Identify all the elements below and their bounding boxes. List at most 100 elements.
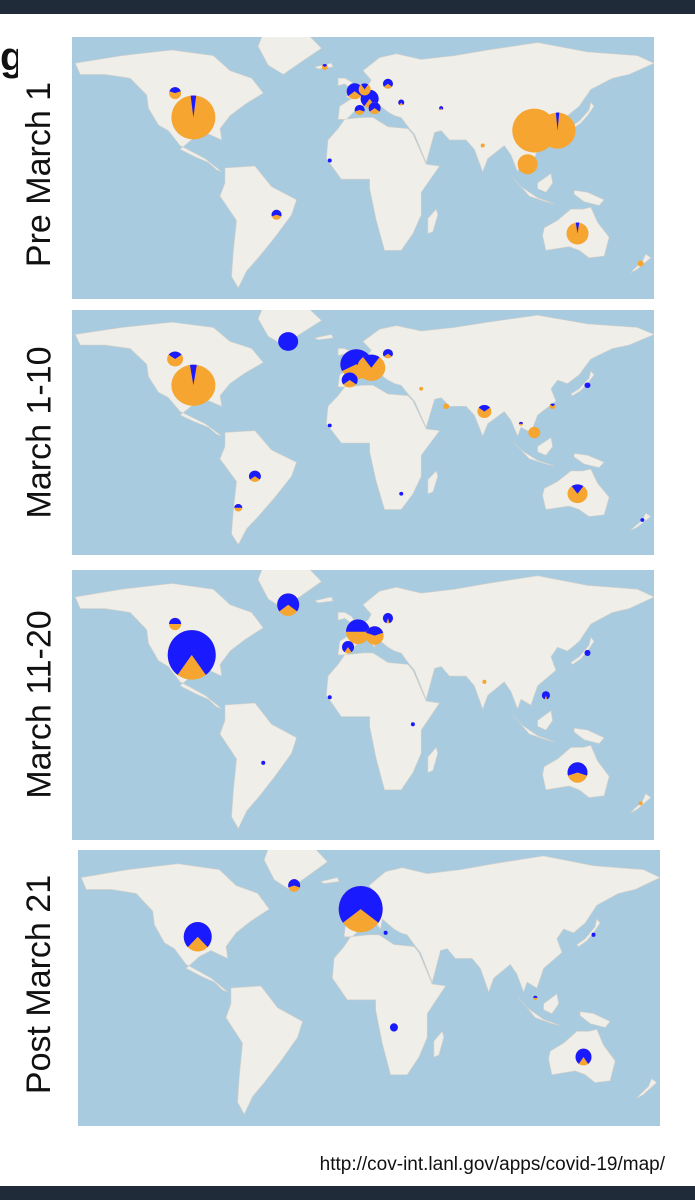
pie-marker[interactable] <box>288 879 301 892</box>
pie-marker[interactable] <box>248 470 261 482</box>
pie-marker[interactable] <box>169 87 182 100</box>
landmass <box>537 173 553 193</box>
pie-marker[interactable] <box>278 332 299 351</box>
pie-slice <box>443 403 450 410</box>
pie-slice-blue <box>398 99 405 105</box>
pie-slice-blue <box>183 921 212 948</box>
pie-marker[interactable] <box>477 404 492 419</box>
pie-marker[interactable] <box>575 1048 592 1066</box>
pie-marker[interactable] <box>410 722 415 727</box>
pie-marker[interactable] <box>389 1023 398 1032</box>
landmass <box>326 117 441 251</box>
pie-marker[interactable] <box>638 801 643 806</box>
pie-marker[interactable] <box>567 484 588 504</box>
landmass <box>579 1011 611 1028</box>
landmass <box>74 583 264 710</box>
pie-marker[interactable] <box>567 762 588 783</box>
map-panel-post-march-21 <box>78 850 660 1126</box>
pie-markers <box>167 593 643 806</box>
pie-marker[interactable] <box>439 106 444 111</box>
pie-marker[interactable] <box>277 593 300 617</box>
pie-marker[interactable] <box>382 78 393 89</box>
pie-marker[interactable] <box>539 112 576 149</box>
pie-marker[interactable] <box>368 102 381 115</box>
landmass <box>326 652 441 791</box>
pie-marker[interactable] <box>183 921 212 952</box>
pie-slice-blue <box>346 83 363 96</box>
pie-marker[interactable] <box>346 619 371 645</box>
landmass <box>543 993 559 1014</box>
pie-slice-blue <box>575 1048 592 1064</box>
pie-marker[interactable] <box>482 679 487 684</box>
pie-marker[interactable] <box>640 518 645 522</box>
pie-slice-blue <box>567 762 588 776</box>
pie-marker[interactable] <box>167 630 216 680</box>
pie-marker[interactable] <box>167 351 184 367</box>
pie-marker[interactable] <box>518 421 523 426</box>
pie-slice-blue <box>168 351 182 359</box>
pie-marker[interactable] <box>346 83 363 100</box>
pie-marker[interactable] <box>566 222 589 245</box>
pie-marker[interactable] <box>517 154 538 175</box>
landmass <box>225 985 303 1115</box>
pie-marker[interactable] <box>358 83 371 96</box>
map-panel-march-1-10 <box>72 310 654 555</box>
landmass <box>512 714 555 742</box>
pie-marker[interactable] <box>382 613 393 624</box>
pie-slice-blue <box>189 364 197 386</box>
landmass <box>512 441 555 467</box>
pie-slice <box>419 386 424 391</box>
panel-label-march-1-10: March 1-10 <box>20 346 59 518</box>
pie-slice <box>261 760 266 765</box>
pie-slice <box>528 426 541 439</box>
pie-marker[interactable] <box>234 504 243 512</box>
pie-slice <box>383 930 388 935</box>
pie-slice <box>640 518 645 522</box>
pie-marker[interactable] <box>365 626 384 645</box>
pie-marker[interactable] <box>261 760 266 765</box>
pie-marker[interactable] <box>341 372 358 388</box>
pie-marker[interactable] <box>171 364 216 406</box>
pie-slice-blue <box>555 112 560 131</box>
pie-slice-orange <box>567 484 588 504</box>
landmass <box>80 863 270 993</box>
pie-marker[interactable] <box>338 885 383 933</box>
pie-marker[interactable] <box>271 209 282 220</box>
pie-marker[interactable] <box>528 426 541 439</box>
pie-slice-blue <box>288 879 301 888</box>
pie-marker[interactable] <box>419 386 424 391</box>
pie-marker[interactable] <box>357 354 386 381</box>
pie-markers <box>183 879 596 1066</box>
pie-slice-blue <box>518 421 523 424</box>
pie-marker[interactable] <box>342 640 355 654</box>
landmass <box>433 1030 445 1058</box>
pie-marker[interactable] <box>549 403 556 410</box>
pie-slice-orange <box>171 364 216 406</box>
pie-marker[interactable] <box>383 930 388 935</box>
pie-marker[interactable] <box>584 382 591 389</box>
pie-marker[interactable] <box>327 423 332 428</box>
pie-marker[interactable] <box>321 63 328 70</box>
pie-marker[interactable] <box>637 260 644 267</box>
pie-marker[interactable] <box>171 95 216 140</box>
pie-marker[interactable] <box>584 649 591 657</box>
pie-marker[interactable] <box>327 158 332 163</box>
pie-marker[interactable] <box>533 995 538 1000</box>
pie-marker[interactable] <box>382 349 393 359</box>
pie-slice-blue <box>368 102 381 112</box>
pie-marker[interactable] <box>480 143 485 148</box>
pie-marker[interactable] <box>541 691 550 700</box>
pie-marker[interactable] <box>327 695 332 700</box>
pie-slice-blue <box>338 885 383 923</box>
landmass <box>337 314 654 437</box>
landmass <box>74 49 264 172</box>
pie-marker[interactable] <box>591 932 596 937</box>
landmass <box>512 177 555 204</box>
pie-marker[interactable] <box>443 403 450 410</box>
landmass <box>573 727 605 744</box>
pie-marker[interactable] <box>354 104 365 115</box>
pie-marker[interactable] <box>399 491 404 496</box>
pie-marker[interactable] <box>169 617 182 631</box>
pie-marker[interactable] <box>398 99 405 106</box>
panel-label-post-march-21: Post March 21 <box>20 874 59 1094</box>
